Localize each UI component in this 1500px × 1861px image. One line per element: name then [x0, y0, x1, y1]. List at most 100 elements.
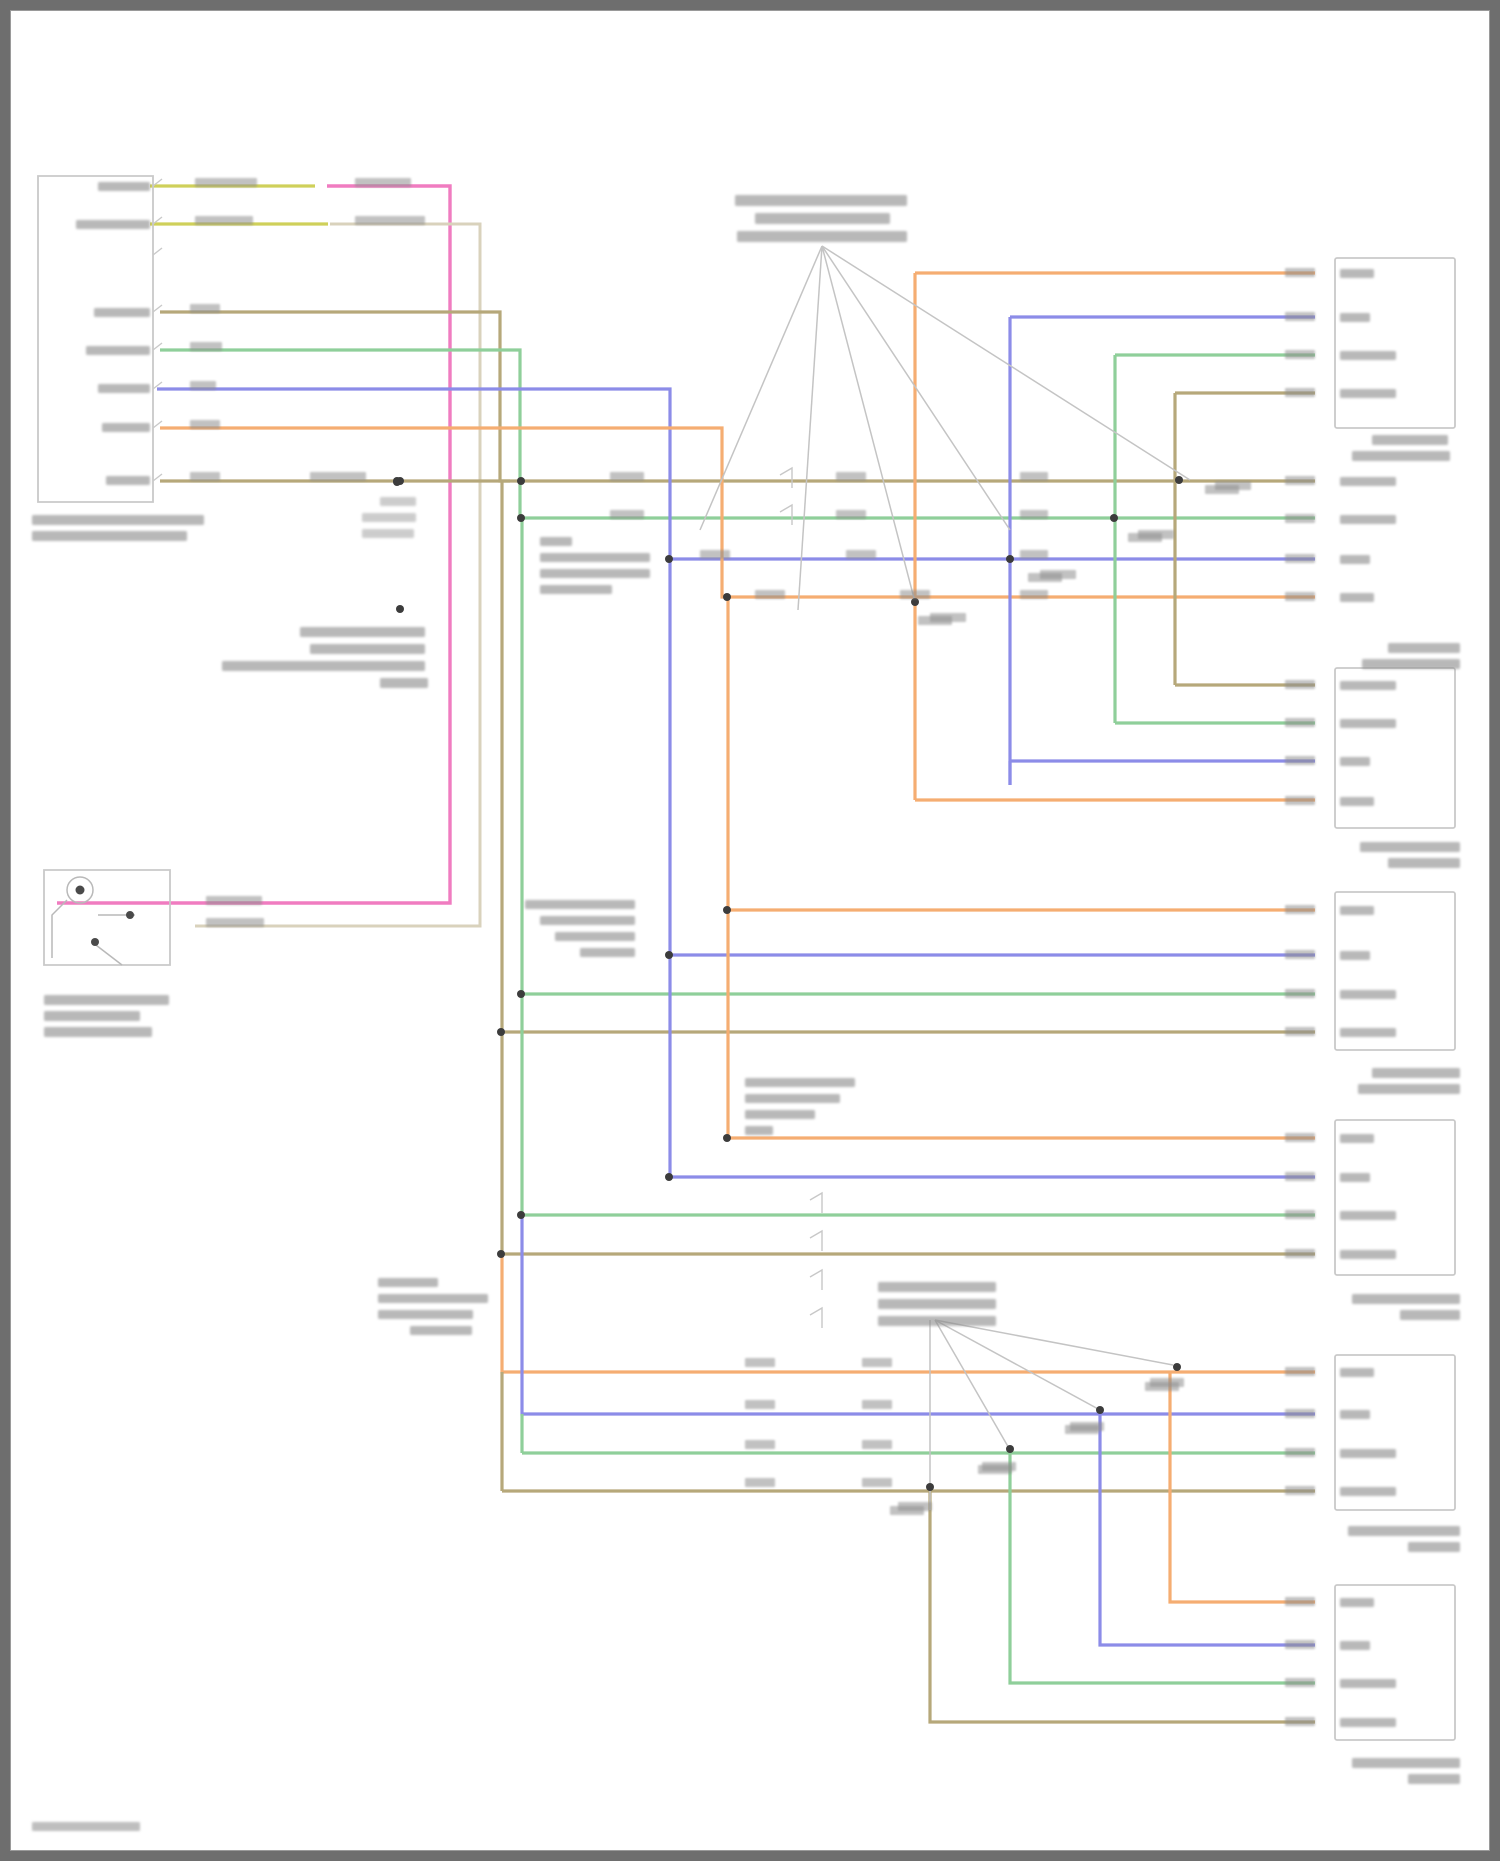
wire-label: [900, 590, 930, 599]
pin-name: [1340, 555, 1370, 564]
splice-dot: [1096, 1406, 1104, 1414]
annotation-line: [540, 585, 612, 594]
connector-caption: [1388, 643, 1460, 653]
pin-label: [102, 423, 150, 432]
splice-label: [978, 1465, 1012, 1474]
wire-brown-switch: [195, 222, 482, 928]
annotation-line: [362, 529, 414, 538]
splice-dot: [911, 598, 919, 606]
wire-label: [190, 381, 216, 390]
pin-name: [1340, 593, 1374, 602]
splice-label: [890, 1506, 924, 1515]
wire-label: [862, 1358, 892, 1367]
splice-dot: [926, 1483, 934, 1491]
connector-caption: [1348, 1526, 1460, 1536]
splice-dot: [517, 477, 525, 485]
pin-name: [1340, 951, 1370, 960]
caption-line: [44, 1027, 152, 1037]
splice-dot: [1173, 1363, 1181, 1371]
pin-name: [1340, 1368, 1374, 1377]
wire-label: [1285, 1133, 1315, 1142]
pin-name: [1340, 1449, 1396, 1458]
wire-label: [1285, 312, 1315, 321]
pin-label: [86, 346, 150, 355]
annotation-line: [380, 678, 428, 688]
connector-caption: [1352, 451, 1450, 461]
wire-green-bus-1: [160, 348, 1315, 520]
wire-label: [1285, 268, 1315, 277]
pin-label: [98, 182, 150, 191]
annotation-line: [555, 932, 635, 941]
left-module-outline: [37, 175, 154, 503]
pin-name: [1340, 797, 1374, 806]
wire-label: [1285, 350, 1315, 359]
wire-label: [1285, 514, 1315, 523]
annotation-line: [300, 627, 425, 637]
wire-label: [1020, 590, 1048, 599]
connector-box-c6: [1334, 1584, 1456, 1741]
wire-c6-p1: [1168, 1372, 1315, 1604]
pin-name: [1340, 1028, 1396, 1037]
footer-note: [32, 1822, 140, 1831]
wire-label: [1285, 1027, 1315, 1036]
wire-label: [610, 510, 644, 519]
connector-caption: [1362, 659, 1460, 669]
splice-dot: [497, 1028, 505, 1036]
wire-tan-bus-1: [160, 310, 1315, 483]
annotation-line: [540, 569, 650, 578]
connector-caption: [1388, 858, 1460, 868]
wire-label: [1285, 989, 1315, 998]
wire-c5-p1: [500, 1254, 1315, 1374]
annotation-line: [380, 497, 416, 506]
wire-label: [745, 1358, 775, 1367]
wire-blue-bus-1: [157, 387, 1315, 561]
pin-name: [1340, 515, 1396, 524]
annotation-line: [378, 1278, 438, 1287]
wire-label: [846, 550, 876, 559]
wire-label: [1285, 1448, 1315, 1457]
connector-box-c1: [1334, 257, 1456, 429]
wire-label: [195, 216, 253, 225]
wire-label: [1285, 950, 1315, 959]
pin-name: [1340, 1211, 1396, 1220]
pin-name: [1340, 757, 1370, 766]
connector-box-c4: [1334, 1119, 1456, 1276]
caption-line: [32, 531, 187, 541]
splice-dot: [396, 605, 404, 613]
splice-dot: [665, 555, 673, 563]
splice-dot: [723, 906, 731, 914]
wire-label: [190, 472, 220, 481]
pin-name: [1340, 681, 1396, 690]
connector-caption: [1372, 435, 1448, 445]
wire-label: [206, 896, 262, 905]
pin-name: [1340, 269, 1374, 278]
splice-dot: [665, 1173, 673, 1181]
wire-label: [310, 472, 366, 481]
annotation-line: [378, 1310, 473, 1319]
connector-caption: [1352, 1758, 1460, 1768]
pin-name: [1340, 351, 1396, 360]
wire-c5-p2: [520, 1215, 1315, 1416]
annotation-line: [580, 948, 635, 957]
annotation-line: [878, 1299, 996, 1309]
wire-label: [190, 342, 222, 351]
wire-label: [1285, 1249, 1315, 1258]
wire-label: [1285, 1597, 1315, 1606]
splice-label: [1028, 573, 1062, 582]
wire-label: [1285, 796, 1315, 805]
pin-name: [1340, 1679, 1396, 1688]
inline-connector-glyphs: [779, 466, 823, 1328]
wire-label: [862, 1400, 892, 1409]
splice-dot: [723, 1134, 731, 1142]
wire-label: [1285, 1210, 1315, 1219]
pin-label: [76, 220, 150, 229]
wire-label: [1020, 510, 1048, 519]
wire-pink: [57, 184, 452, 905]
annotation-line: [540, 916, 635, 925]
wire-label: [1285, 388, 1315, 397]
wire-label: [355, 216, 425, 225]
annotation-line: [745, 1078, 855, 1087]
pin-name: [1340, 990, 1396, 999]
wire-label: [1285, 1367, 1315, 1376]
